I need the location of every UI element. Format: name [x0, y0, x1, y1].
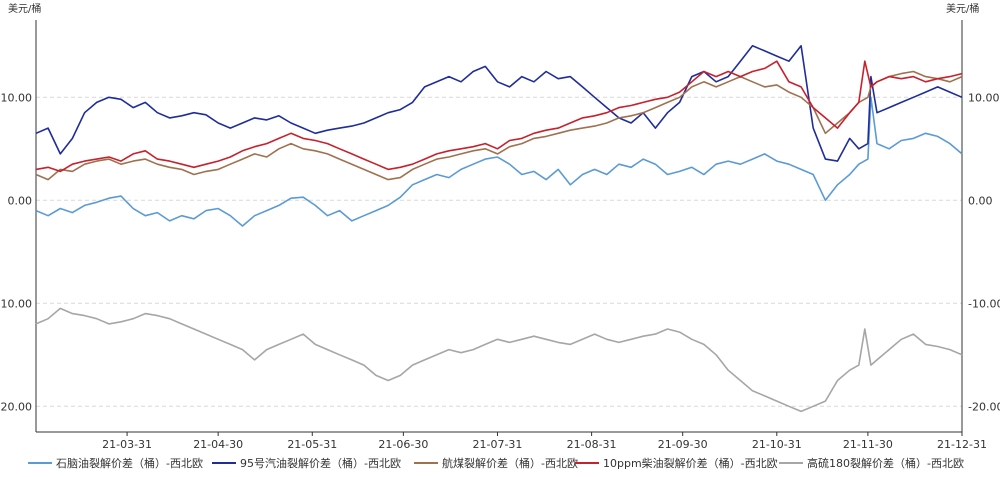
x-tick-label: 21-12-31 [937, 438, 987, 451]
legend-label-4: 高硫180裂解价差（桶）-西北欧 [807, 456, 964, 470]
right-y-unit: 美元/桶 [946, 2, 979, 15]
y-tick-label-right: -20.00 [968, 400, 1000, 413]
series-line-3 [35, 60, 963, 173]
y-tick-label-left: 10.00 [1, 91, 33, 104]
axes: 美元/桶 美元/桶 [8, 2, 979, 433]
left-y-ticks: 10.00 0.00 -10.00 -20.00 [0, 91, 32, 413]
x-tick-label: 21-05-31 [287, 438, 337, 451]
grid-lines [36, 96, 962, 407]
legend-label-1: 95号汽油裂解价差（桶）-西北欧 [240, 456, 401, 470]
series-line-1 [35, 45, 963, 162]
y-tick-label-right: -10.00 [968, 297, 1000, 310]
x-tick-label: 21-07-31 [473, 438, 523, 451]
legend-label-2: 航煤裂解价差（桶）-西北欧 [442, 456, 578, 470]
legend-label-3: 10ppm柴油裂解价差（桶）-西北欧 [603, 456, 778, 470]
legend: 石脑油裂解价差（桶）-西北欧 95号汽油裂解价差（桶）-西北欧 航煤裂解价差（桶）-… [28, 456, 964, 470]
y-tick-label-right: 0.00 [968, 194, 993, 207]
x-tick-label: 21-06-30 [378, 438, 428, 451]
x-tick-label: 21-11-30 [843, 438, 893, 451]
series-line-2 [35, 70, 963, 181]
left-y-unit: 美元/桶 [8, 2, 41, 15]
x-tick-label: 21-09-30 [658, 438, 708, 451]
x-tick-label: 21-04-30 [193, 438, 243, 451]
x-tick-label: 21-03-31 [102, 438, 152, 451]
legend-label-0: 石脑油裂解价差（桶）-西北欧 [56, 456, 203, 470]
series-line-0 [35, 96, 963, 227]
x-tick-label: 21-10-31 [752, 438, 802, 451]
x-ticks: 21-03-31 21-04-30 21-05-31 21-06-30 21-07-31… [102, 432, 987, 451]
y-tick-label-left: -10.00 [0, 297, 32, 310]
right-y-ticks: 10.00 0.00 -10.00 -20.00 [968, 91, 1000, 413]
series-line-4 [35, 307, 963, 413]
series-lines [35, 45, 963, 413]
y-tick-label-left: 0.00 [8, 194, 33, 207]
y-tick-label-right: 10.00 [968, 91, 1000, 104]
y-tick-label-left: -20.00 [0, 400, 32, 413]
x-tick-label: 21-08-31 [567, 438, 617, 451]
